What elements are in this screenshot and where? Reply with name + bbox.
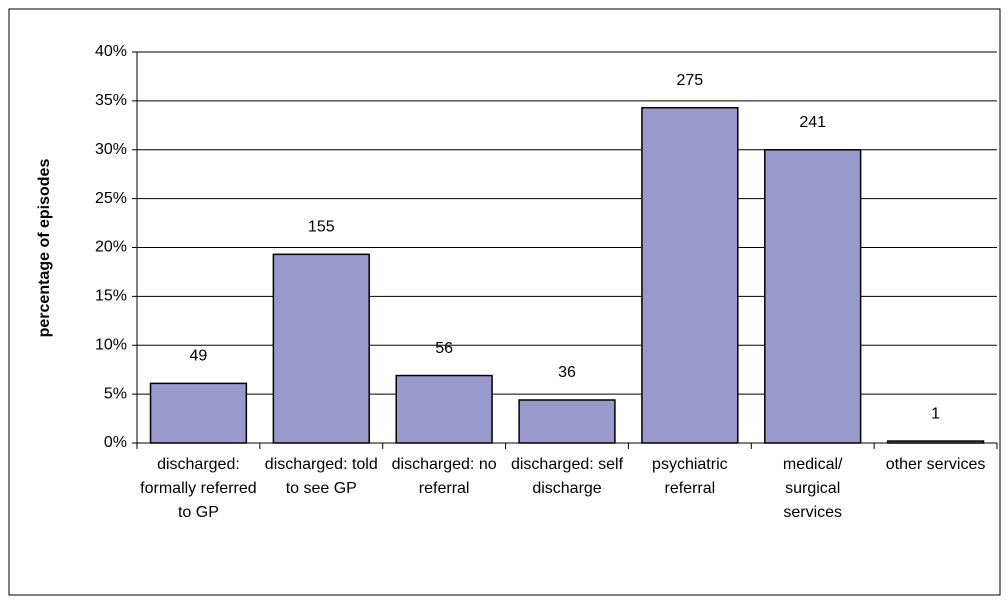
- y-tick-label: 20%: [95, 239, 127, 256]
- y-tick-label: 40%: [95, 43, 127, 60]
- x-tick-label: discharged: told to see GP: [264, 456, 378, 497]
- bar: [395, 374, 493, 444]
- y-tick-label: 0%: [104, 434, 127, 451]
- data-label: 56: [435, 340, 453, 357]
- x-tick-label: psychiatric referral: [652, 456, 728, 497]
- data-label: 155: [308, 219, 335, 236]
- x-tick-label: discharged: self discharge: [510, 456, 624, 497]
- data-label: 275: [677, 72, 704, 89]
- bar: [272, 253, 370, 444]
- y-tick-label: 35%: [95, 92, 127, 109]
- bar: [764, 149, 862, 444]
- x-tick-label: medical/ surgical services: [782, 456, 843, 521]
- data-label: 36: [558, 364, 576, 381]
- y-tick-label: 30%: [95, 141, 127, 158]
- x-tick-label: discharged: formally referred to GP: [140, 456, 257, 521]
- y-tick-label: 25%: [95, 190, 127, 207]
- x-tick-label: discharged: no referral: [391, 456, 497, 497]
- y-tick-label: 5%: [104, 385, 127, 402]
- data-label: 241: [799, 114, 826, 131]
- bar: [641, 106, 739, 444]
- bar: [518, 399, 616, 444]
- y-tick-label: 15%: [95, 288, 127, 305]
- y-axis-label: percentage of episodes: [36, 159, 53, 338]
- data-label: 1: [931, 405, 940, 422]
- chart-border: [8, 8, 1001, 596]
- data-label: 49: [190, 348, 208, 365]
- x-tick-label: other services: [885, 456, 986, 473]
- y-tick-label: 10%: [95, 336, 127, 353]
- bar: [149, 382, 248, 444]
